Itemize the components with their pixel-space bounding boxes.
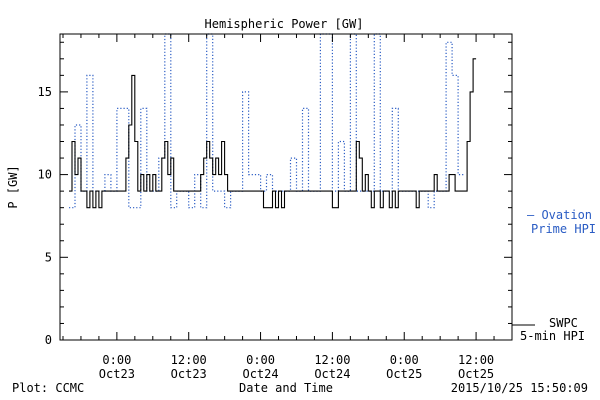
y-axis-label: P [GW]: [6, 165, 20, 208]
x-tick-date-label: Oct24: [314, 367, 350, 381]
y-tick-label: 15: [38, 85, 52, 99]
x-axis-label: Date and Time: [239, 381, 333, 395]
plot-frame: [59, 33, 513, 341]
x-tick-date-label: Oct23: [99, 367, 135, 381]
x-tick-time-label: 12:00: [458, 353, 494, 367]
legend-ovation-label-line2: Prime HPI: [531, 222, 596, 236]
series-line-swpc: [69, 58, 477, 209]
x-tick-time-label: 0:00: [102, 353, 131, 367]
y-tick-label: 10: [38, 168, 52, 182]
y-tick-label: 5: [45, 250, 52, 264]
y-tick-label: 0: [45, 333, 52, 347]
x-tick-time-label: 12:00: [171, 353, 207, 367]
axis-ticks: 0510150:00Oct2312:00Oct230:00Oct2412:00O…: [38, 34, 512, 381]
chart-title: Hemispheric Power [GW]: [205, 17, 364, 31]
x-tick-date-label: Oct25: [386, 367, 422, 381]
plot-area: [69, 33, 477, 209]
x-tick-date-label: Oct25: [458, 367, 494, 381]
footer-left: Plot: CCMC: [12, 381, 84, 395]
legend-ovation-label-line1: — Ovation: [527, 208, 592, 222]
x-tick-date-label: Oct23: [171, 367, 207, 381]
x-tick-date-label: Oct24: [242, 367, 278, 381]
series-line-ovation-prime: [69, 33, 465, 209]
x-tick-time-label: 12:00: [314, 353, 350, 367]
legend-swpc-label-line2: 5-min HPI: [520, 329, 585, 343]
x-tick-time-label: 0:00: [246, 353, 275, 367]
legend-swpc-label-line1: SWPC: [549, 316, 578, 330]
x-tick-time-label: 0:00: [390, 353, 419, 367]
footer-right: 2015/10/25 15:50:09: [451, 381, 588, 395]
